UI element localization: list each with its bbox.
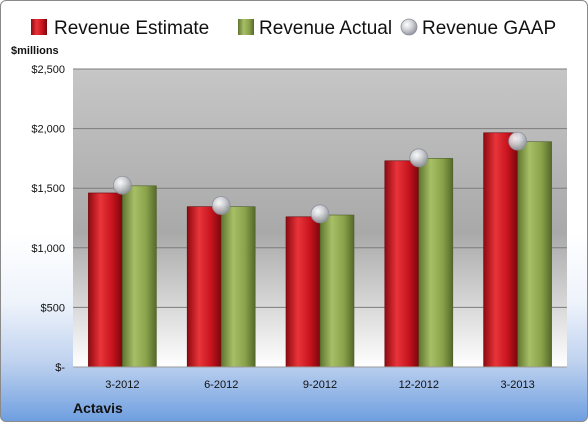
bar-actual xyxy=(517,141,552,368)
legend-label-actual: Revenue Actual xyxy=(259,18,392,39)
bar-estimate xyxy=(483,132,518,368)
y-tick-label: $- xyxy=(55,362,65,374)
bar-estimate xyxy=(88,192,123,368)
bar-estimate xyxy=(384,160,420,368)
x-tick-label: 3-2012 xyxy=(105,379,139,391)
bar-actual xyxy=(418,158,454,368)
marker-gaap xyxy=(113,175,132,195)
unit-label: $millions xyxy=(11,45,59,57)
x-tick-label: 12-2012 xyxy=(399,379,439,391)
y-tick-label: $1,500 xyxy=(31,183,65,195)
legend-swatch-actual xyxy=(238,19,254,35)
bar-actual xyxy=(319,214,355,368)
x-tick-label: 3-2013 xyxy=(500,379,534,391)
bar-actual xyxy=(122,185,157,368)
y-tick-label: $500 xyxy=(41,302,65,314)
marker-gaap xyxy=(409,148,429,168)
bars xyxy=(88,132,552,368)
legend-label-gaap: Revenue GAAP xyxy=(422,18,556,39)
x-tick-label: 9-2012 xyxy=(303,379,337,391)
x-tick-label: 6-2012 xyxy=(204,379,238,391)
y-axis-ticks: $- $500 $1,000 $1,500 $2,000 $2,500 xyxy=(31,64,65,374)
legend: Revenue Estimate Revenue Actual Revenue … xyxy=(31,18,556,39)
y-tick-label: $1,000 xyxy=(31,243,65,255)
legend-label-estimate: Revenue Estimate xyxy=(54,18,209,39)
bar-estimate xyxy=(186,206,222,368)
y-tick-label: $2,500 xyxy=(31,64,65,76)
bar-estimate xyxy=(285,216,321,368)
marker-gaap xyxy=(310,204,330,224)
gaap-markers xyxy=(113,131,527,224)
y-tick-label: $2,000 xyxy=(31,124,65,136)
legend-marker-gaap xyxy=(400,18,418,36)
bar-actual xyxy=(220,206,256,368)
legend-swatch-estimate xyxy=(31,19,47,35)
marker-gaap xyxy=(508,131,527,151)
x-axis-ticks: 3-2012 6-2012 9-2012 12-2012 3-2013 xyxy=(105,379,534,391)
marker-gaap xyxy=(211,196,231,215)
company-name: Actavis xyxy=(73,400,123,416)
